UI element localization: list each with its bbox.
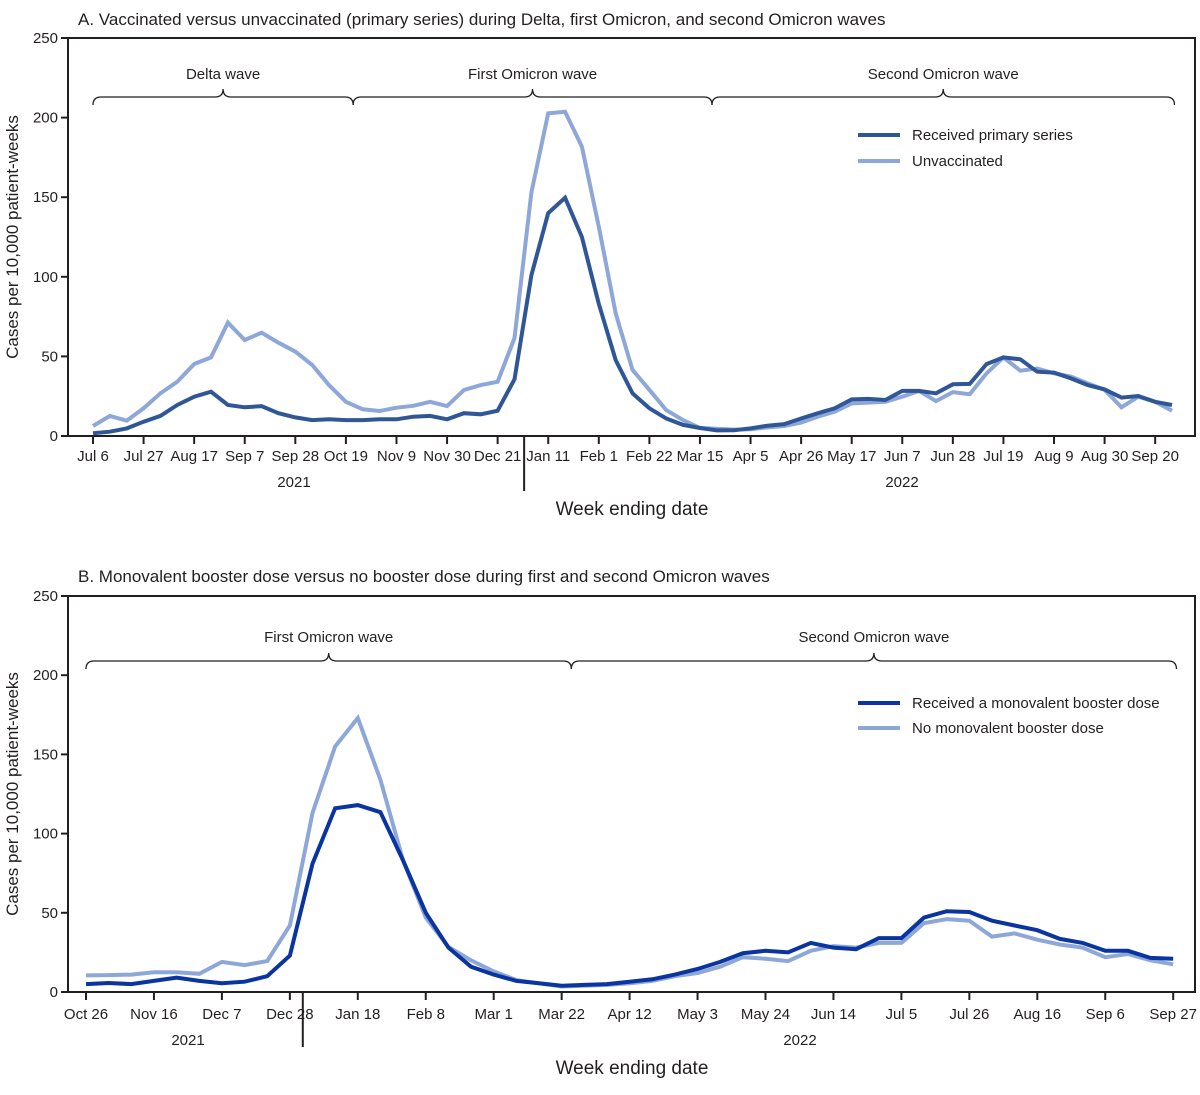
year-label: 2021	[277, 474, 310, 491]
plot-frame	[67, 37, 1196, 437]
x-axis-label: Week ending date	[556, 499, 709, 520]
y-tick-label: 0	[50, 984, 58, 1001]
x-tick-label: Feb 8	[407, 1006, 445, 1023]
x-tick-label: Jun 28	[930, 448, 975, 465]
legend-label: Unvaccinated	[912, 153, 1003, 170]
x-tick-label: Aug 30	[1081, 448, 1129, 465]
y-tick-label: 50	[41, 348, 58, 365]
x-tick-label: Oct 19	[324, 448, 368, 465]
x-tick-label: Mar 22	[538, 1006, 585, 1023]
x-tick-label: Jan 18	[335, 1006, 380, 1023]
x-tick-label: Sep 20	[1131, 448, 1179, 465]
x-tick-label: Aug 9	[1034, 448, 1073, 465]
legend-label: Received a monovalent booster dose	[912, 695, 1160, 712]
x-tick-label: Sep 28	[272, 448, 320, 465]
x-tick-label: Feb 1	[580, 448, 618, 465]
x-tick-label: Nov 9	[377, 448, 416, 465]
series-line-vaccinated	[92, 194, 1173, 436]
y-axis-label: Cases per 10,000 patient-weeks	[3, 115, 22, 359]
chart-title: A. Vaccinated versus unvaccinated (prima…	[78, 10, 886, 29]
chart-title: B. Monovalent booster dose versus no boo…	[78, 567, 770, 586]
y-tick-label: 150	[33, 189, 58, 206]
x-tick-label: Jul 5	[886, 1006, 918, 1023]
legend-label: Received primary series	[912, 127, 1073, 144]
x-tick-label: Apr 12	[607, 1006, 651, 1023]
x-tick-label: Jul 27	[124, 448, 164, 465]
y-tick-label: 0	[50, 428, 58, 445]
x-tick-label: May 3	[677, 1006, 718, 1023]
year-label: 2022	[885, 474, 918, 491]
x-tick-label: Nov 30	[423, 448, 471, 465]
wave-bracket	[711, 88, 1176, 106]
x-tick-label: Sep 27	[1149, 1006, 1197, 1023]
x-tick-label: Aug 17	[170, 448, 218, 465]
y-tick-label: 250	[33, 30, 58, 47]
x-tick-label: Aug 16	[1014, 1006, 1062, 1023]
x-tick-label: Jul 19	[983, 448, 1023, 465]
y-tick-label: 100	[33, 269, 58, 286]
year-label: 2021	[171, 1032, 204, 1049]
panel-a: A. Vaccinated versus unvaccinated (prima…	[3, 10, 1196, 520]
x-tick-label: May 17	[827, 448, 876, 465]
x-tick-label: Mar 1	[475, 1006, 513, 1023]
y-tick-label: 150	[33, 746, 58, 763]
series-line-comparison	[85, 713, 1174, 989]
x-tick-label: Jul 26	[949, 1006, 989, 1023]
x-tick-label: Mar 15	[677, 448, 724, 465]
x-tick-label: Oct 26	[64, 1006, 108, 1023]
x-tick-label: Sep 7	[225, 448, 264, 465]
y-tick-label: 50	[41, 905, 58, 922]
series-line-comparison	[91, 109, 1173, 432]
x-tick-label: Feb 22	[626, 448, 673, 465]
panel-b: B. Monovalent booster dose versus no boo…	[3, 567, 1197, 1079]
x-tick-label: May 24	[741, 1006, 790, 1023]
wave-bracket	[570, 652, 1178, 670]
y-tick-label: 200	[33, 110, 58, 127]
year-label: 2022	[783, 1032, 816, 1049]
y-tick-label: 100	[33, 826, 58, 843]
x-tick-label: Jun 14	[811, 1006, 856, 1023]
wave-label: First Omicron wave	[264, 629, 393, 646]
wave-bracket	[92, 88, 354, 106]
x-tick-label: Jun 7	[884, 448, 921, 465]
x-tick-label: Apr 5	[733, 448, 769, 465]
x-axis-label: Week ending date	[556, 1058, 709, 1079]
x-tick-label: Dec 7	[202, 1006, 241, 1023]
legend-label: No monovalent booster dose	[912, 720, 1104, 737]
wave-label: Second Omicron wave	[798, 629, 949, 646]
wave-bracket	[85, 652, 573, 670]
x-tick-label: Dec 21	[474, 448, 522, 465]
series-line-vaccinated	[85, 803, 1174, 988]
x-tick-label: Nov 16	[130, 1006, 178, 1023]
plot-frame	[67, 595, 1196, 993]
y-axis-label: Cases per 10,000 patient-weeks	[3, 672, 22, 916]
x-tick-label: Jan 11	[526, 448, 570, 465]
x-tick-label: Apr 26	[779, 448, 823, 465]
y-tick-label: 200	[33, 667, 58, 684]
x-tick-label: Jul 6	[77, 448, 109, 465]
wave-label: Second Omicron wave	[868, 66, 1019, 83]
wave-bracket	[352, 88, 713, 106]
x-tick-label: Dec 28	[266, 1006, 314, 1023]
y-tick-label: 250	[33, 588, 58, 605]
x-tick-label: Sep 6	[1086, 1006, 1125, 1023]
wave-label: Delta wave	[186, 66, 260, 83]
wave-label: First Omicron wave	[468, 66, 597, 83]
